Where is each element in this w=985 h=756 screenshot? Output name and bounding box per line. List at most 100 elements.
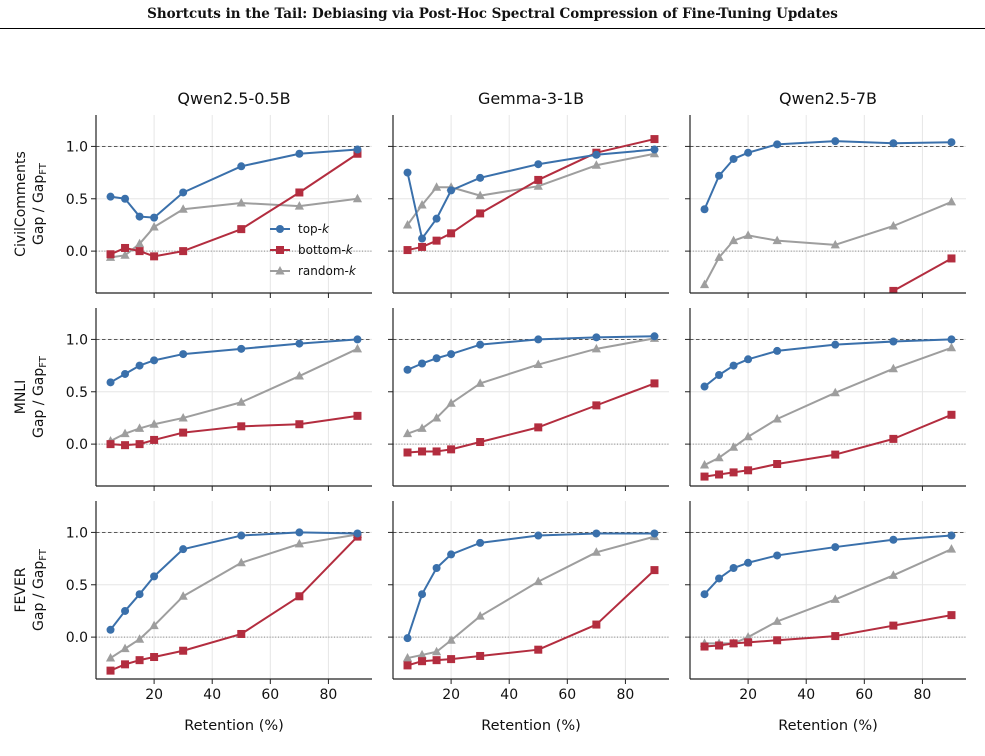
legend-label-prefix: top-	[298, 222, 322, 236]
point-random	[402, 428, 413, 438]
point-bottom	[295, 420, 304, 429]
point-random	[772, 616, 782, 625]
point-bottom	[447, 655, 456, 664]
point-random	[533, 359, 543, 369]
point-random	[772, 235, 782, 245]
point-bottom	[106, 666, 115, 675]
panel-fever-qwen2-5-0-5b: 20 40 60 80 0.0 0.5 1.0 Retention (%) FEVER Gap /…	[13, 501, 372, 734]
point-random	[236, 557, 246, 567]
point-top	[715, 371, 724, 380]
point-bottom	[237, 422, 246, 431]
column-title: Qwen2.5-0.5B	[177, 89, 290, 108]
point-random	[475, 611, 485, 620]
point-top	[418, 359, 427, 368]
legend-marker-top	[276, 225, 284, 233]
point-random	[402, 219, 413, 229]
panel-civilcomments-gemma-3-1b: Gemma-3-1B	[388, 89, 669, 298]
legend-label-k: k	[349, 264, 357, 278]
point-random	[294, 371, 304, 380]
point-random	[446, 635, 456, 644]
point-top	[650, 145, 659, 154]
point-bottom	[534, 175, 543, 184]
point-bottom	[106, 250, 115, 259]
y-tick-label: 0.5	[66, 578, 88, 594]
point-top	[729, 564, 738, 573]
legend-marker-bottom	[276, 246, 284, 254]
point-bottom	[744, 466, 753, 475]
point-bottom	[889, 286, 898, 293]
series-line-top	[109, 531, 358, 631]
point-bottom	[831, 632, 840, 641]
point-bottom	[295, 592, 304, 601]
point-bottom	[418, 242, 427, 251]
point-top	[744, 148, 753, 157]
point-bottom	[135, 656, 144, 665]
point-top	[715, 574, 724, 583]
point-top	[418, 590, 427, 599]
point-random	[591, 547, 601, 556]
point-top	[295, 528, 304, 537]
y-tick-label: 0.0	[66, 244, 88, 260]
point-random	[772, 413, 782, 423]
row-label-metric-subscript: FT	[38, 355, 49, 368]
point-top	[403, 168, 412, 177]
x-tick-label: 20	[442, 687, 460, 703]
series-layer	[402, 135, 660, 255]
series-line-top	[703, 338, 952, 388]
series-line-bottom	[704, 413, 952, 478]
point-top	[773, 140, 782, 149]
point-top	[106, 378, 115, 387]
point-top	[947, 531, 956, 540]
point-bottom	[947, 254, 956, 263]
y-tick-label: 0.0	[66, 630, 88, 646]
point-random	[431, 182, 442, 191]
point-bottom	[889, 621, 898, 630]
point-bottom	[295, 188, 304, 197]
point-bottom	[700, 472, 709, 481]
legend-label-prefix: random-	[298, 264, 349, 278]
point-top	[135, 361, 144, 370]
point-random	[294, 201, 304, 210]
x-tick-label: 40	[500, 687, 518, 703]
point-bottom	[135, 247, 144, 256]
column-title: Qwen2.5-7B	[779, 89, 877, 108]
series-line-random	[406, 152, 655, 226]
point-random	[591, 343, 601, 353]
series-line-random	[407, 535, 655, 660]
point-bottom	[432, 236, 441, 245]
point-top	[831, 543, 840, 552]
point-random	[830, 387, 840, 397]
point-bottom	[773, 636, 782, 645]
point-random	[728, 235, 739, 245]
point-bottom	[418, 657, 427, 666]
x-axis-label: Retention (%)	[184, 718, 284, 734]
point-top	[773, 551, 782, 560]
series-line-random	[110, 197, 358, 259]
series-line-top	[406, 148, 655, 240]
row-label-metric-subscript: FT	[38, 162, 49, 175]
point-bottom	[947, 410, 956, 419]
point-top	[744, 355, 753, 364]
point-top	[889, 337, 898, 346]
x-tick-label: 60	[558, 687, 576, 703]
point-top	[150, 356, 159, 365]
point-random	[743, 431, 753, 441]
point-bottom	[403, 661, 412, 670]
point-random	[352, 343, 363, 353]
point-top	[447, 186, 456, 195]
point-random	[294, 538, 304, 548]
series-line-bottom	[407, 382, 655, 454]
series-line-bottom	[110, 535, 359, 672]
panel-mnli-gemma-3-1b	[388, 308, 669, 491]
series-layer	[402, 332, 660, 457]
point-random	[830, 239, 840, 249]
x-tick-label: 20	[145, 687, 163, 703]
x-axis-label: Retention (%)	[481, 718, 581, 734]
series-line-bottom	[704, 614, 952, 648]
point-bottom	[447, 229, 456, 238]
point-bottom	[715, 470, 724, 479]
point-random	[120, 643, 130, 653]
point-bottom	[650, 135, 659, 144]
point-random	[946, 544, 957, 553]
point-top	[534, 335, 543, 344]
